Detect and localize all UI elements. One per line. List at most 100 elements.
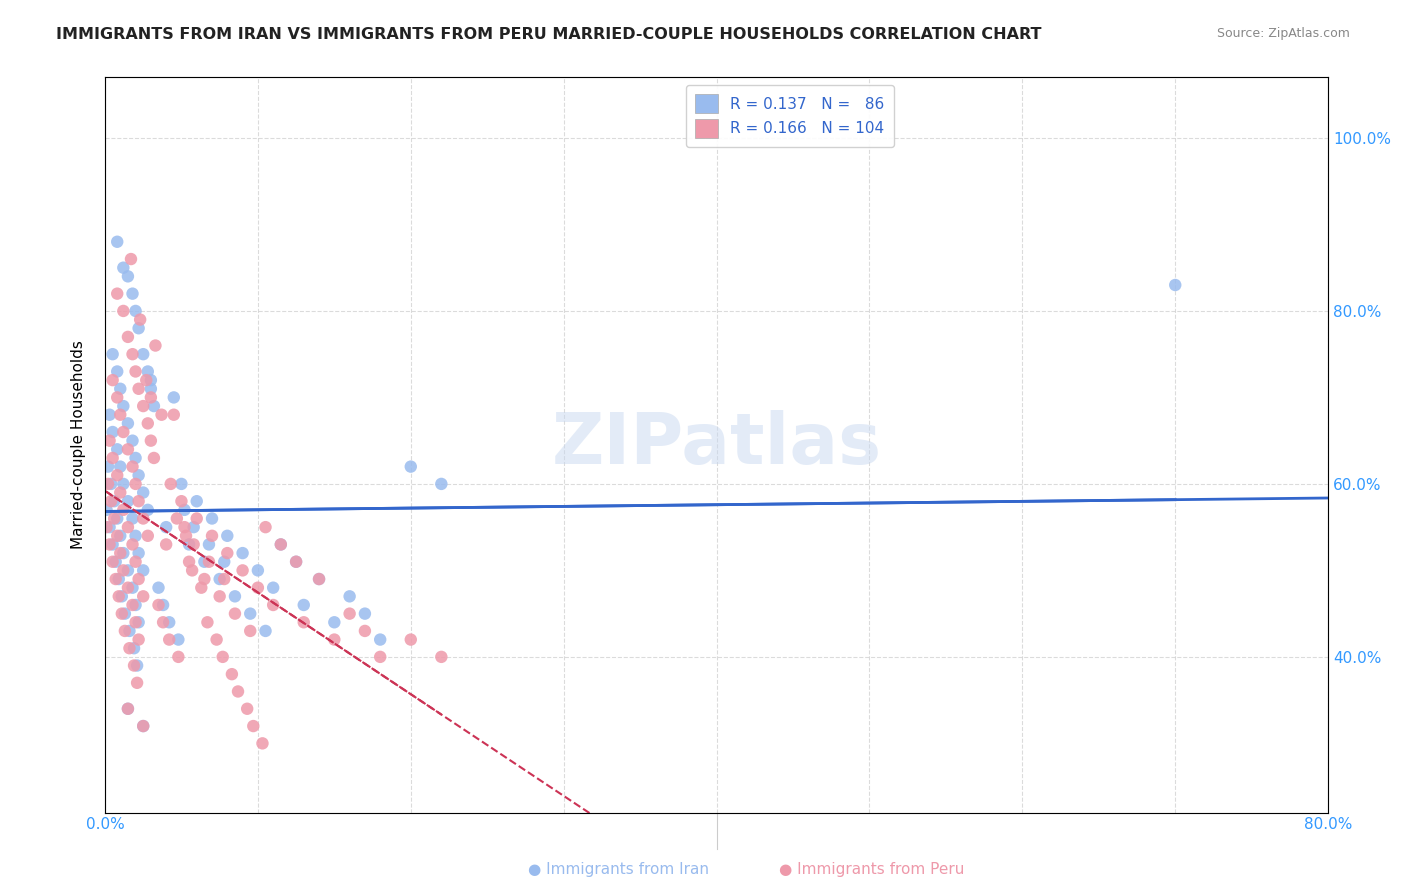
- Point: [292, 615, 315, 630]
- Point: [124, 598, 146, 612]
- Point: [121, 598, 143, 612]
- Point: [190, 581, 212, 595]
- Point: [270, 537, 292, 551]
- Point: [211, 649, 233, 664]
- Point: [132, 347, 155, 361]
- Point: [101, 450, 124, 465]
- Point: [127, 675, 149, 690]
- Point: [339, 590, 361, 604]
- Point: [105, 442, 128, 457]
- Point: [212, 555, 235, 569]
- Point: [104, 555, 127, 569]
- Point: [354, 624, 377, 638]
- Point: [197, 615, 219, 630]
- Point: [157, 615, 180, 630]
- Point: [285, 555, 308, 569]
- Point: [98, 537, 121, 551]
- Point: [105, 468, 128, 483]
- Point: [128, 615, 150, 630]
- Point: [121, 434, 143, 448]
- Point: [254, 520, 277, 534]
- Point: [136, 529, 159, 543]
- Point: [105, 529, 128, 543]
- Point: [110, 485, 132, 500]
- Point: [159, 476, 181, 491]
- Point: [308, 572, 330, 586]
- Point: [163, 391, 186, 405]
- Point: [121, 459, 143, 474]
- Point: [105, 391, 128, 405]
- Point: [98, 520, 121, 534]
- Point: [117, 442, 139, 457]
- Text: Source: ZipAtlas.com: Source: ZipAtlas.com: [1216, 27, 1350, 40]
- Point: [124, 476, 146, 491]
- Point: [101, 373, 124, 387]
- Point: [186, 511, 208, 525]
- Point: [136, 364, 159, 378]
- Point: [117, 563, 139, 577]
- Point: [368, 632, 391, 647]
- Point: [193, 555, 215, 569]
- Point: [105, 235, 128, 249]
- Point: [110, 529, 132, 543]
- Point: [201, 511, 224, 525]
- Point: [136, 417, 159, 431]
- Point: [201, 529, 224, 543]
- Point: [118, 624, 141, 638]
- Point: [208, 572, 231, 586]
- Point: [232, 546, 254, 560]
- Point: [183, 537, 205, 551]
- Point: [100, 476, 122, 491]
- Point: [111, 607, 134, 621]
- Point: [117, 581, 139, 595]
- Point: [212, 572, 235, 586]
- Text: ZIPatlas: ZIPatlas: [551, 410, 882, 480]
- Point: [101, 555, 124, 569]
- Point: [128, 494, 150, 508]
- Point: [128, 382, 150, 396]
- Text: IMMIGRANTS FROM IRAN VS IMMIGRANTS FROM PERU MARRIED-COUPLE HOUSEHOLDS CORRELATI: IMMIGRANTS FROM IRAN VS IMMIGRANTS FROM …: [56, 27, 1042, 42]
- Point: [104, 572, 127, 586]
- Point: [239, 607, 262, 621]
- Point: [292, 598, 315, 612]
- Point: [132, 563, 155, 577]
- Point: [97, 459, 120, 474]
- Point: [136, 503, 159, 517]
- Point: [98, 434, 121, 448]
- Point: [339, 607, 361, 621]
- Point: [181, 563, 204, 577]
- Point: [107, 572, 129, 586]
- Point: [232, 563, 254, 577]
- Point: [97, 476, 120, 491]
- Point: [152, 615, 174, 630]
- Point: [262, 581, 284, 595]
- Point: [121, 347, 143, 361]
- Point: [174, 529, 197, 543]
- Point: [430, 476, 453, 491]
- Point: [252, 736, 274, 750]
- Point: [166, 511, 188, 525]
- Legend: R = 0.137   N =   86, R = 0.166   N = 104: R = 0.137 N = 86, R = 0.166 N = 104: [686, 85, 894, 147]
- Point: [270, 537, 292, 551]
- Point: [132, 399, 155, 413]
- Point: [145, 338, 167, 352]
- Point: [112, 503, 135, 517]
- Point: [124, 555, 146, 569]
- Text: ● Immigrants from Iran: ● Immigrants from Iran: [529, 863, 709, 877]
- Point: [112, 425, 135, 439]
- Point: [399, 459, 422, 474]
- Point: [173, 503, 195, 517]
- Point: [132, 590, 155, 604]
- Point: [323, 632, 346, 647]
- Point: [101, 425, 124, 439]
- Point: [114, 624, 136, 638]
- Point: [323, 615, 346, 630]
- Point: [121, 286, 143, 301]
- Point: [167, 632, 190, 647]
- Point: [221, 667, 243, 681]
- Point: [121, 537, 143, 551]
- Point: [124, 304, 146, 318]
- Point: [101, 537, 124, 551]
- Point: [105, 364, 128, 378]
- Point: [193, 572, 215, 586]
